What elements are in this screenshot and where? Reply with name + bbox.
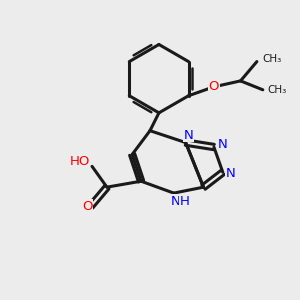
Text: N: N bbox=[225, 167, 235, 180]
Text: N: N bbox=[170, 195, 180, 208]
Text: H: H bbox=[180, 195, 190, 208]
Text: CH₃: CH₃ bbox=[262, 54, 281, 64]
Text: CH₃: CH₃ bbox=[267, 85, 286, 95]
Text: O: O bbox=[208, 80, 219, 93]
Text: O: O bbox=[82, 200, 93, 213]
Text: HO: HO bbox=[69, 155, 90, 168]
Text: N: N bbox=[184, 129, 194, 142]
Text: N: N bbox=[217, 138, 227, 151]
